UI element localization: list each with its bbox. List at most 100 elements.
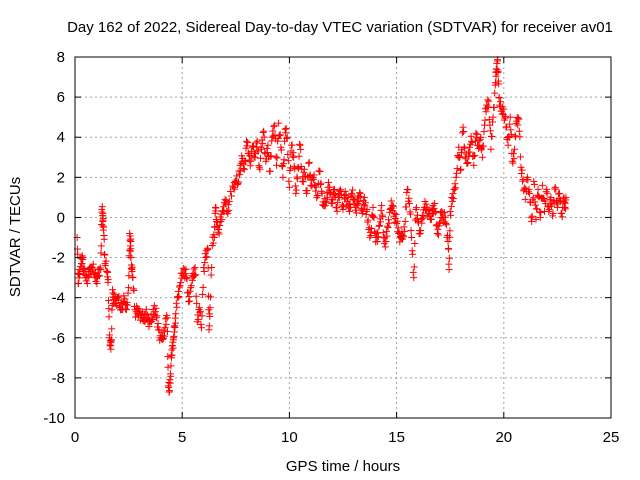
data-point [484, 103, 492, 111]
data-point [210, 234, 218, 241]
data-point [362, 199, 370, 207]
data-point [293, 173, 301, 181]
data-point [432, 208, 440, 216]
data-point [239, 165, 247, 173]
data-point [333, 207, 341, 215]
data-point [284, 157, 292, 165]
data-point [431, 200, 439, 208]
data-point [267, 152, 275, 160]
data-point [120, 292, 128, 300]
x-tick-label: 10 [281, 429, 298, 446]
data-point [473, 130, 481, 138]
data-point [167, 362, 175, 370]
data-point [517, 170, 525, 178]
data-point [325, 178, 333, 186]
data-point [375, 222, 383, 230]
y-tick-label: -2 [52, 250, 65, 267]
data-point [491, 89, 499, 97]
data-point [260, 127, 268, 135]
data-point [549, 209, 557, 217]
data-point [294, 163, 302, 171]
data-point [354, 199, 362, 207]
data-point [326, 189, 334, 197]
data-point [243, 137, 251, 145]
data-point [377, 206, 385, 214]
data-point [253, 137, 261, 145]
data-point [385, 219, 393, 227]
data-point [291, 165, 299, 173]
data-point [388, 201, 396, 209]
data-point [273, 154, 281, 162]
data-point [385, 216, 393, 224]
data-point [393, 217, 401, 225]
data-point [283, 133, 291, 141]
data-point [460, 128, 468, 136]
data-point [105, 297, 112, 305]
data-point [377, 218, 385, 226]
data-point [79, 255, 87, 263]
data-point [125, 272, 133, 280]
data-point [181, 270, 189, 278]
data-point [108, 325, 116, 333]
data-point [449, 190, 457, 198]
data-point [543, 189, 551, 197]
data-point [152, 314, 160, 322]
data-point [124, 289, 132, 297]
data-point [532, 205, 540, 213]
data-point [101, 251, 109, 259]
data-point [506, 113, 514, 121]
data-point [328, 199, 336, 207]
data-point [292, 189, 300, 197]
data-point [284, 151, 292, 159]
data-point [166, 387, 174, 395]
data-point [497, 98, 505, 106]
data-point [182, 265, 190, 273]
data-point [534, 191, 542, 199]
data-point [142, 310, 150, 318]
y-tick-labels: -10 -8 -6 -4 -2 0 2 4 6 8 [43, 49, 65, 427]
data-point [453, 169, 461, 177]
data-point [209, 239, 217, 247]
data-point [400, 233, 408, 241]
data-point [527, 214, 535, 222]
data-point [445, 245, 453, 253]
data-point [355, 198, 363, 206]
data-point [386, 208, 394, 216]
x-tick-label: 5 [178, 429, 186, 446]
data-point [551, 183, 559, 191]
data-point [164, 353, 172, 361]
data-point [169, 344, 177, 352]
data-point [494, 67, 502, 75]
data-point [248, 142, 256, 150]
data-point [204, 246, 212, 254]
data-point [434, 225, 442, 233]
data-point [228, 192, 236, 200]
data-point [452, 184, 460, 192]
plot-frame [74, 56, 612, 419]
data-point [467, 140, 475, 148]
data-point [530, 180, 538, 188]
data-point [366, 228, 374, 236]
data-point [366, 233, 374, 241]
data-point [89, 260, 97, 268]
data-point [212, 204, 220, 212]
data-point [356, 189, 364, 197]
data-point [236, 171, 244, 179]
data-point [552, 198, 560, 206]
data-point [445, 254, 453, 262]
data-point [536, 208, 544, 216]
data-point [456, 166, 464, 174]
data-point [554, 190, 562, 198]
data-point [282, 124, 290, 132]
data-point [177, 279, 185, 287]
data-point [375, 221, 383, 229]
data-point [382, 228, 390, 236]
data-point [480, 128, 488, 136]
data-point [491, 79, 499, 87]
data-point [489, 113, 497, 121]
data-point [203, 253, 211, 261]
data-point [218, 207, 226, 215]
data-point [373, 238, 381, 246]
data-point [255, 163, 263, 171]
data-point [296, 141, 304, 149]
